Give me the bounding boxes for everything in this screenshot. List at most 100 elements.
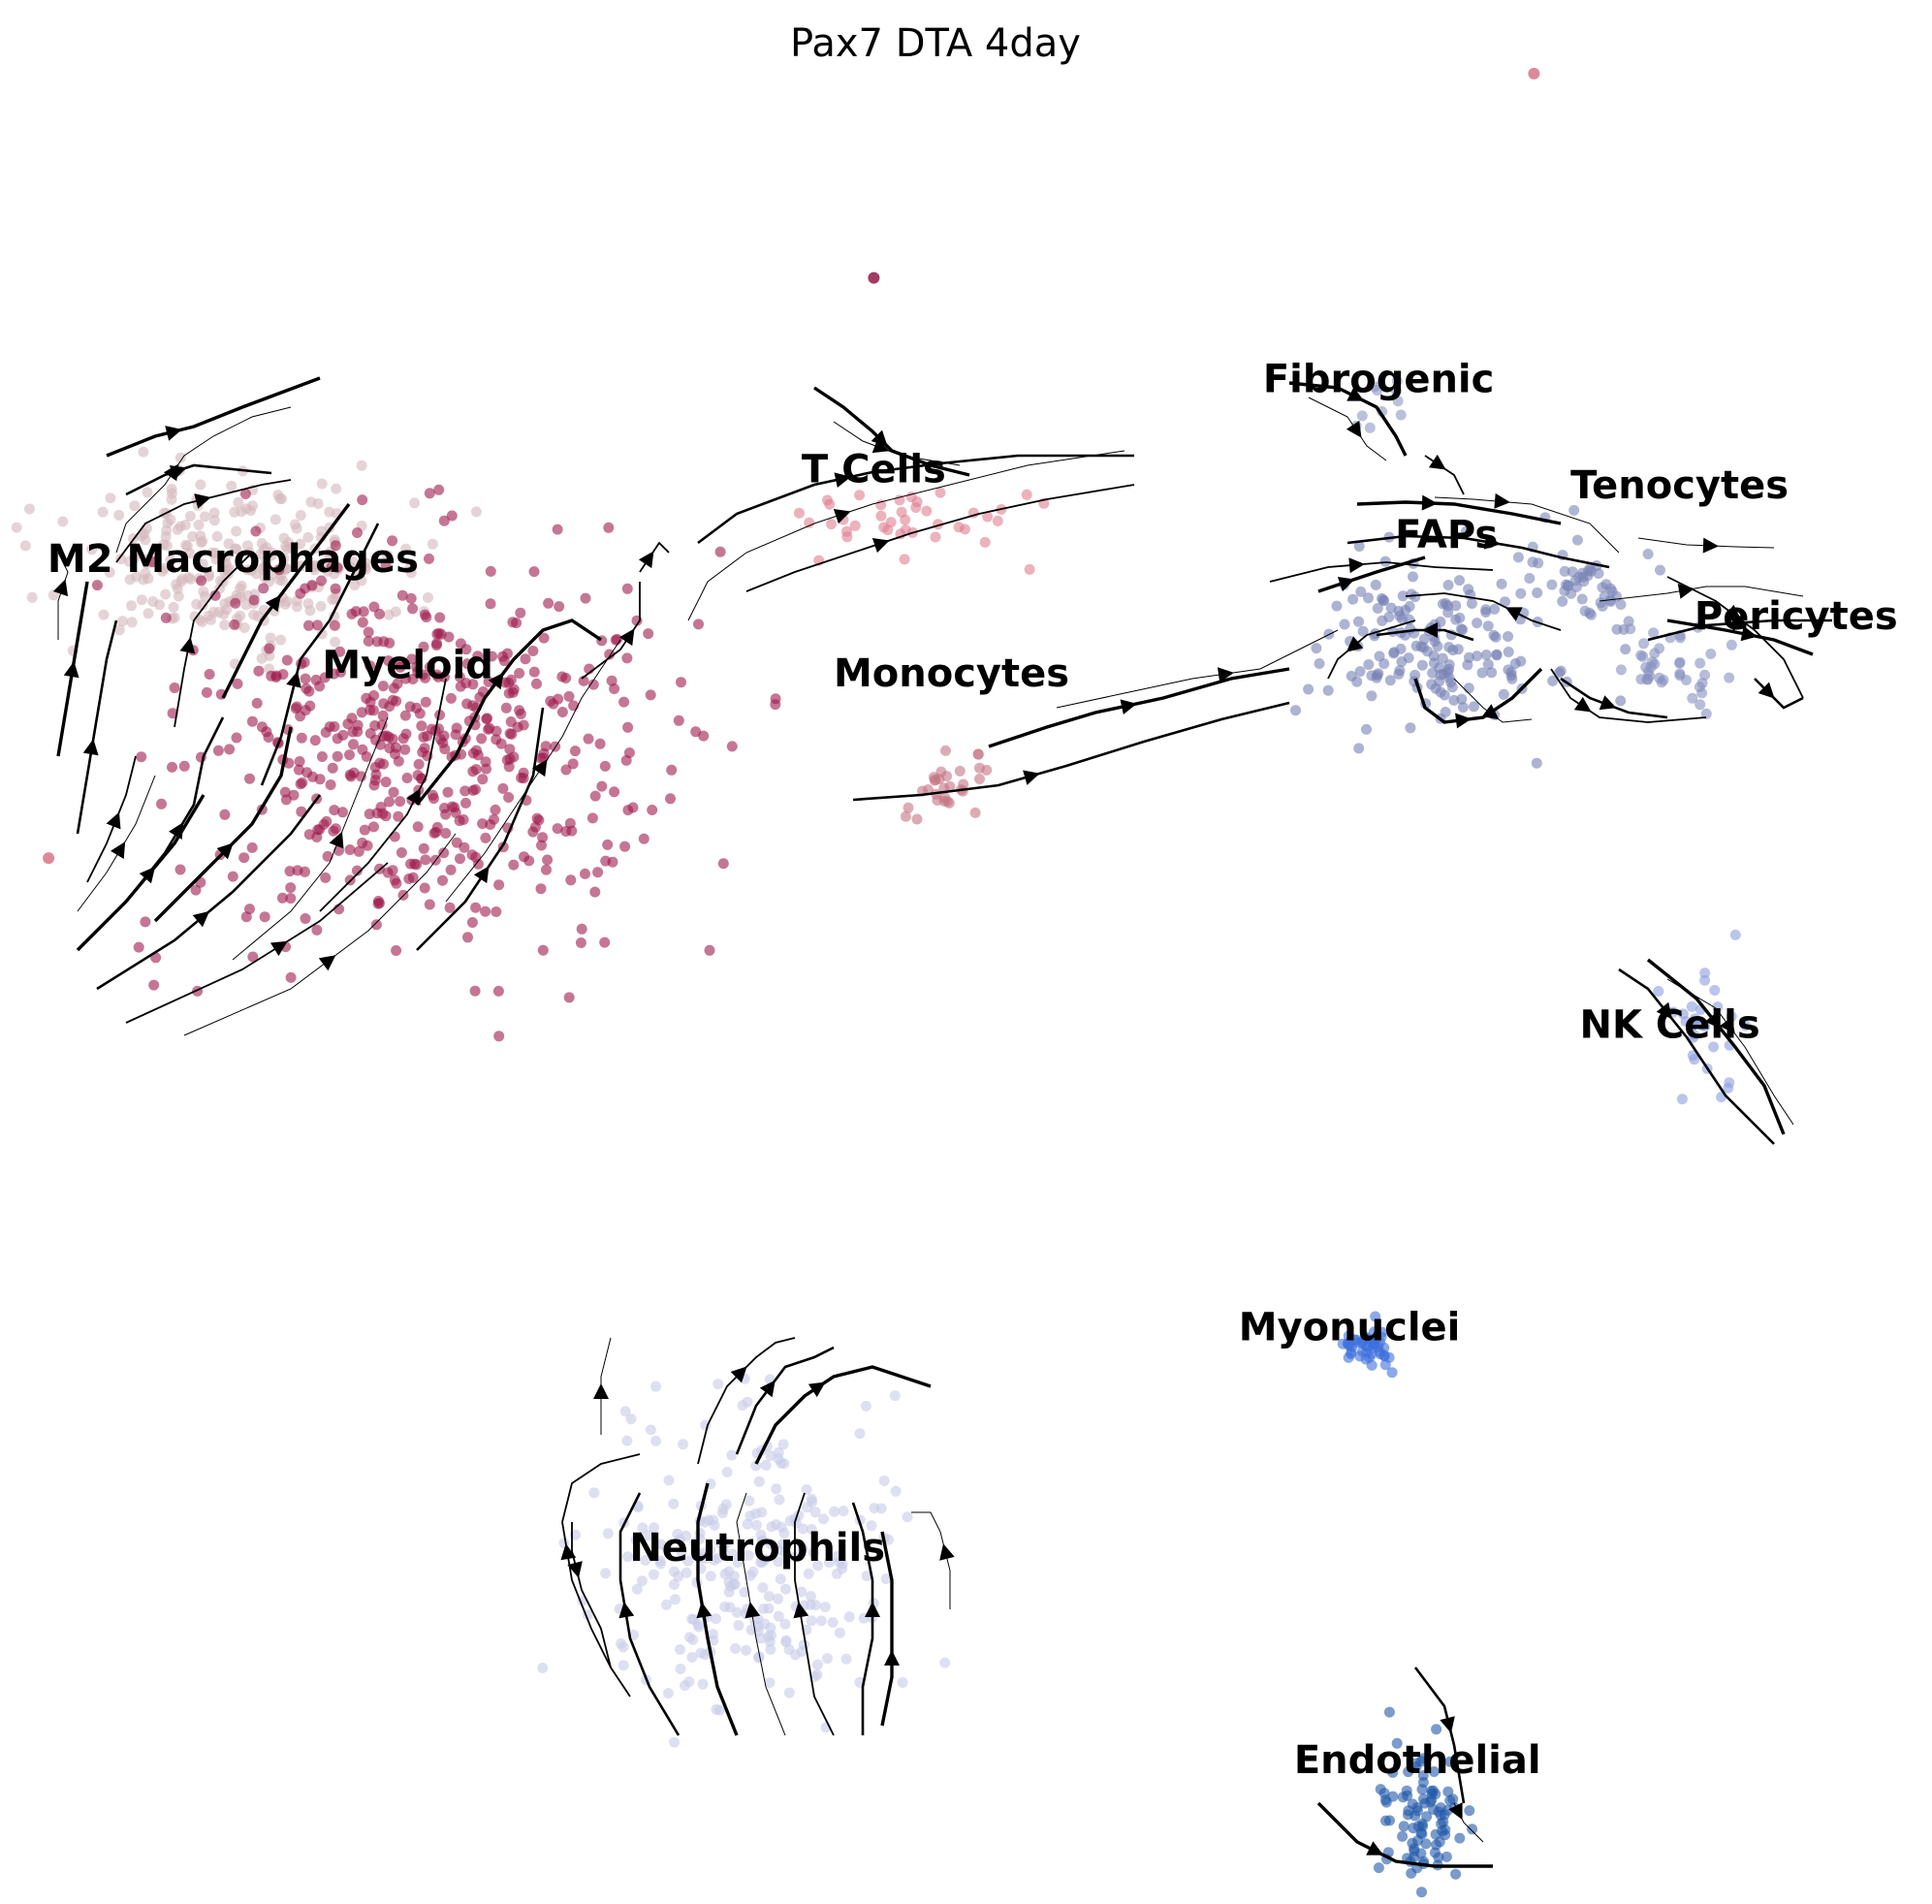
- streamline: [174, 552, 253, 728]
- cell-point: [1450, 1868, 1462, 1880]
- cell-point: [790, 1517, 802, 1529]
- cell-point: [894, 494, 905, 506]
- cell-point: [1687, 1050, 1698, 1062]
- cell-point: [726, 741, 738, 752]
- cell-point: [1480, 604, 1492, 616]
- cell-point: [1454, 575, 1465, 587]
- cell-point: [645, 1424, 656, 1436]
- cell-point: [405, 567, 417, 579]
- cell-point: [1391, 1737, 1403, 1749]
- cell-point: [541, 864, 552, 875]
- cell-point: [726, 1449, 738, 1461]
- cell-point: [1021, 489, 1032, 500]
- cell-point: [316, 478, 328, 490]
- cell-point: [302, 531, 314, 543]
- cell-point: [578, 675, 589, 686]
- cell-point: [265, 632, 276, 644]
- cell-point: [1378, 594, 1389, 606]
- cell-point: [589, 790, 601, 802]
- cell-point: [335, 666, 346, 678]
- streamline-arrow: [194, 493, 211, 509]
- cell-point: [296, 732, 307, 744]
- cell-point: [356, 460, 367, 471]
- streamline-arrow: [730, 1366, 747, 1383]
- cell-point: [466, 917, 478, 928]
- cell-point: [771, 1483, 782, 1495]
- cell-point: [1441, 1804, 1453, 1816]
- cell-point: [324, 721, 335, 733]
- cell-point: [619, 1406, 631, 1417]
- cell-point: [1409, 669, 1421, 681]
- cell-point: [1411, 1805, 1423, 1817]
- cell-point: [803, 1568, 814, 1579]
- cell-point: [503, 687, 515, 699]
- cell-point: [1409, 591, 1421, 603]
- cell-point: [1457, 702, 1469, 714]
- cell-point: [199, 511, 210, 523]
- cell-point: [462, 932, 473, 943]
- cell-point: [563, 992, 575, 1003]
- streamline-arrow: [1428, 454, 1446, 470]
- cell-point: [238, 622, 250, 633]
- cell-point: [542, 854, 554, 866]
- cell-point: [783, 1644, 795, 1655]
- cell-point: [1476, 667, 1488, 679]
- cell-point: [309, 559, 321, 571]
- cell-point: [352, 527, 363, 538]
- cell-point: [939, 792, 951, 804]
- cell-point: [756, 1536, 768, 1547]
- cell-point: [1568, 504, 1580, 516]
- cell-point: [778, 1458, 790, 1470]
- cell-point: [1368, 1339, 1379, 1350]
- cluster-points-monocytes: [900, 745, 993, 825]
- cell-point: [930, 531, 941, 543]
- cell-point: [311, 924, 323, 936]
- cell-point: [380, 559, 392, 571]
- cell-point: [218, 565, 230, 577]
- cell-point: [420, 854, 431, 866]
- cell-point: [743, 1550, 754, 1561]
- cell-point: [875, 510, 887, 522]
- streamline-arrow: [560, 1543, 577, 1561]
- cell-point: [642, 1530, 653, 1541]
- cell-point: [309, 735, 321, 746]
- cell-point: [1440, 707, 1451, 717]
- cell-point: [622, 721, 634, 733]
- cell-point: [358, 606, 369, 618]
- cell-point: [693, 619, 704, 630]
- cell-point: [175, 576, 187, 587]
- cell-point: [1415, 1756, 1427, 1767]
- cell-point: [540, 741, 552, 752]
- cell-point: [1374, 651, 1385, 662]
- cell-point: [958, 778, 969, 790]
- cell-point: [552, 823, 563, 835]
- cell-point: [388, 786, 399, 798]
- cell-point: [764, 1677, 776, 1689]
- streamline-arrow: [618, 1602, 635, 1619]
- cell-point: [643, 628, 654, 640]
- cell-point: [902, 1511, 913, 1523]
- cell-point: [383, 731, 395, 743]
- cell-point: [295, 510, 306, 521]
- cell-point: [196, 575, 207, 587]
- cell-point: [1384, 675, 1396, 686]
- cell-point: [1314, 658, 1325, 669]
- cell-point: [105, 492, 116, 504]
- cell-point: [370, 734, 381, 746]
- streamline: [1288, 381, 1408, 457]
- cell-point: [711, 1703, 722, 1715]
- cell-point: [1723, 1082, 1734, 1094]
- cell-point: [161, 540, 173, 552]
- cell-point: [1463, 682, 1474, 694]
- chart-title: Pax7 DTA 4day: [790, 21, 1081, 66]
- cell-point: [428, 793, 439, 805]
- cell-point: [1290, 705, 1301, 716]
- cell-point: [411, 661, 423, 673]
- cell-point: [1648, 627, 1660, 639]
- cell-point: [239, 489, 251, 499]
- cell-point: [418, 641, 429, 652]
- cell-point: [24, 503, 35, 515]
- cell-point: [812, 1659, 823, 1670]
- cell-point: [1360, 1331, 1372, 1343]
- cell-point: [264, 643, 275, 654]
